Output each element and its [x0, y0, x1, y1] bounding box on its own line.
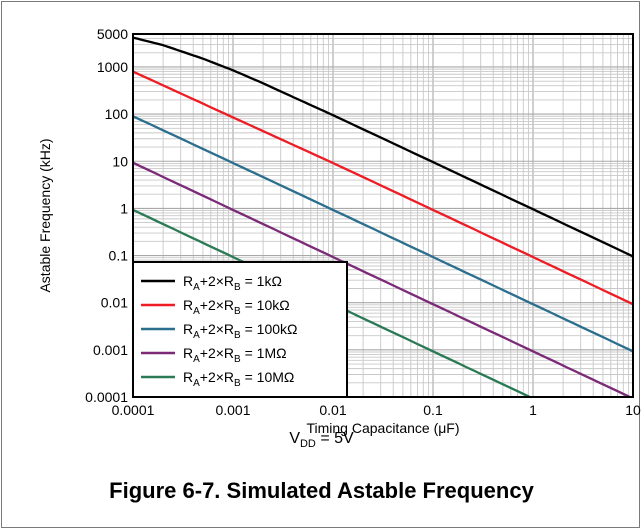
- y-axis-label: Astable Frequency (kHz): [37, 138, 53, 292]
- x-tick-label: 1: [529, 402, 537, 418]
- x-tick-label: 10: [625, 402, 641, 418]
- y-tick-label: 0.001: [93, 342, 128, 358]
- legend-label: RA+2×RB = 10MΩ: [183, 369, 294, 389]
- x-axis-label: Timing Capacitance (μF): [306, 420, 459, 436]
- series-line-4: [133, 161, 633, 397]
- x-tick-label: 0.01: [319, 402, 346, 418]
- legend-label: RA+2×RB = 10kΩ: [183, 297, 290, 317]
- y-tick-label: 100: [105, 106, 129, 122]
- y-tick-label: 10: [112, 153, 128, 169]
- figure-caption: Figure 6-7. Simulated Astable Frequency: [109, 478, 534, 503]
- legend: RA+2×RB = 1kΩ RA+2×RB = 10kΩ RA+2×RB = 100…: [132, 261, 348, 398]
- y-tick-label: 1: [120, 200, 128, 216]
- vdd-rest: = 5V: [315, 430, 354, 447]
- y-tick-label: 5000: [97, 26, 128, 42]
- legend-label: RA+2×RB = 1MΩ: [183, 345, 287, 365]
- x-tick-label: 0.0001: [112, 402, 155, 418]
- series-line-1: [133, 36, 633, 258]
- x-tick-label: 0.1: [423, 402, 443, 418]
- y-tick-label: 0.01: [101, 295, 128, 311]
- vdd-main: V: [289, 430, 300, 447]
- y-tick-label: 0.1: [109, 248, 129, 264]
- supply-voltage-label: VDD = 5V: [0, 430, 643, 450]
- legend-label: RA+2×RB = 1kΩ: [183, 273, 282, 293]
- series-line-3: [133, 115, 633, 353]
- x-tick-label: 0.001: [215, 402, 250, 418]
- y-tick-label: 1000: [97, 59, 128, 75]
- tick-labels: 0.0001 0.001 0.01 0.1 1 10 0.0001 0.001 0.01 0.1 1…: [85, 26, 641, 418]
- vdd-sub: DD: [299, 438, 316, 451]
- y-tick-label: 0.0001: [85, 389, 128, 405]
- series-line-2: [133, 70, 633, 306]
- legend-label: RA+2×RB = 100kΩ: [183, 321, 298, 341]
- plot-border: [132, 33, 634, 398]
